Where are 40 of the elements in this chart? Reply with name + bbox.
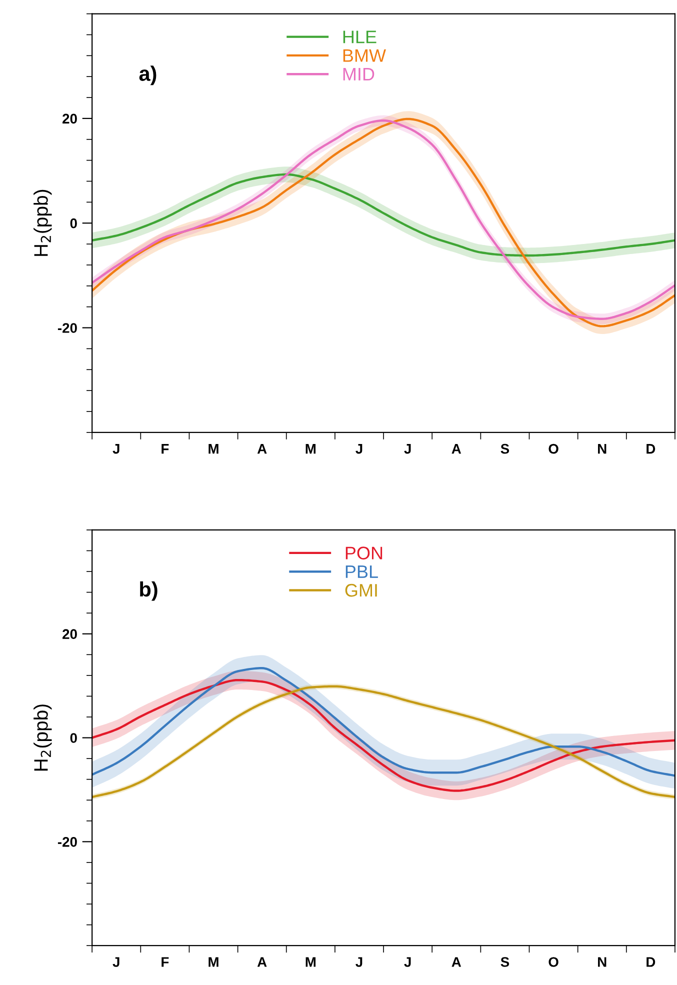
- x-tick-label: F: [162, 444, 169, 454]
- x-tick-label: J: [404, 444, 411, 454]
- x-tick-label: S: [500, 444, 510, 454]
- x-tick-label: A: [257, 957, 267, 967]
- y-tick-label: 20: [62, 629, 77, 640]
- annotation: b): [140, 581, 158, 601]
- x-tick-label: O: [548, 957, 558, 967]
- x-tick-label: D: [646, 957, 656, 967]
- legend-label: GMI: [345, 584, 377, 597]
- x-tick-label: N: [598, 444, 606, 454]
- x-tick-label: M: [306, 444, 316, 454]
- y-tick-label: 0: [70, 733, 77, 743]
- x-tick-label: N: [598, 957, 606, 967]
- legend-label: PON: [346, 546, 382, 560]
- legend-label: PBL: [346, 565, 378, 578]
- x-tick-label: A: [257, 444, 267, 454]
- x-tick-label: M: [208, 957, 218, 967]
- x-tick-label: A: [452, 444, 462, 454]
- x-tick-label: A: [452, 957, 462, 967]
- legend-label: BMW: [343, 49, 386, 62]
- x-tick-label: M: [208, 444, 218, 454]
- legend-label: MID: [343, 68, 374, 80]
- x-tick-label: F: [162, 957, 169, 967]
- x-tick-label: S: [500, 957, 510, 967]
- y-tick-label: 0: [70, 218, 77, 228]
- x-tick-label: J: [404, 957, 411, 967]
- x-tick-label: J: [112, 957, 120, 967]
- y-tick-label: -20: [58, 323, 77, 333]
- x-tick-label: J: [112, 444, 120, 454]
- y-axis-title: H$_{2}$(ppb): [34, 190, 52, 256]
- y-axis-title: H$_{2}$(ppb): [34, 704, 52, 771]
- legend-label: HLE: [343, 30, 376, 44]
- y-tick-label: -20: [58, 837, 77, 847]
- x-tick-label: O: [548, 444, 558, 454]
- x-tick-label: J: [356, 957, 362, 967]
- x-tick-label: D: [646, 444, 656, 454]
- x-tick-label: J: [356, 444, 362, 454]
- y-tick-label: 20: [62, 114, 77, 124]
- annotation: a): [139, 66, 156, 86]
- x-tick-label: M: [306, 957, 316, 967]
